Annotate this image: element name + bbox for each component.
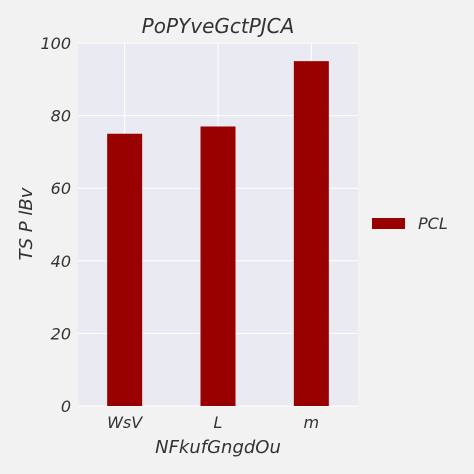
y-tick-label: 80 xyxy=(51,107,71,126)
y-tick-label: 100 xyxy=(40,34,71,53)
x-axis-label: NFkufGngdOu xyxy=(155,437,281,458)
chart-title: PoPYveGctPJCA xyxy=(142,14,295,38)
legend-label-pcl: PCL xyxy=(418,214,448,233)
legend-swatch-pcl xyxy=(372,218,405,229)
y-tick-label: 0 xyxy=(61,397,71,416)
x-tick-label: m xyxy=(304,413,320,432)
y-tick-label: 40 xyxy=(51,252,71,271)
bars xyxy=(107,61,329,407)
y-axis-label: TS P lBv xyxy=(16,187,37,260)
y-axis-ticks: 0 20 40 60 80 100 xyxy=(40,34,71,416)
x-tick-label: L xyxy=(214,413,223,432)
x-tick-label: WsV xyxy=(107,413,143,432)
bar-m xyxy=(293,61,329,407)
bar-wsv xyxy=(107,133,143,406)
legend: PCL xyxy=(372,214,448,233)
y-tick-label: 60 xyxy=(51,179,71,198)
y-tick-label: 20 xyxy=(51,324,71,343)
bar-l xyxy=(200,126,236,407)
